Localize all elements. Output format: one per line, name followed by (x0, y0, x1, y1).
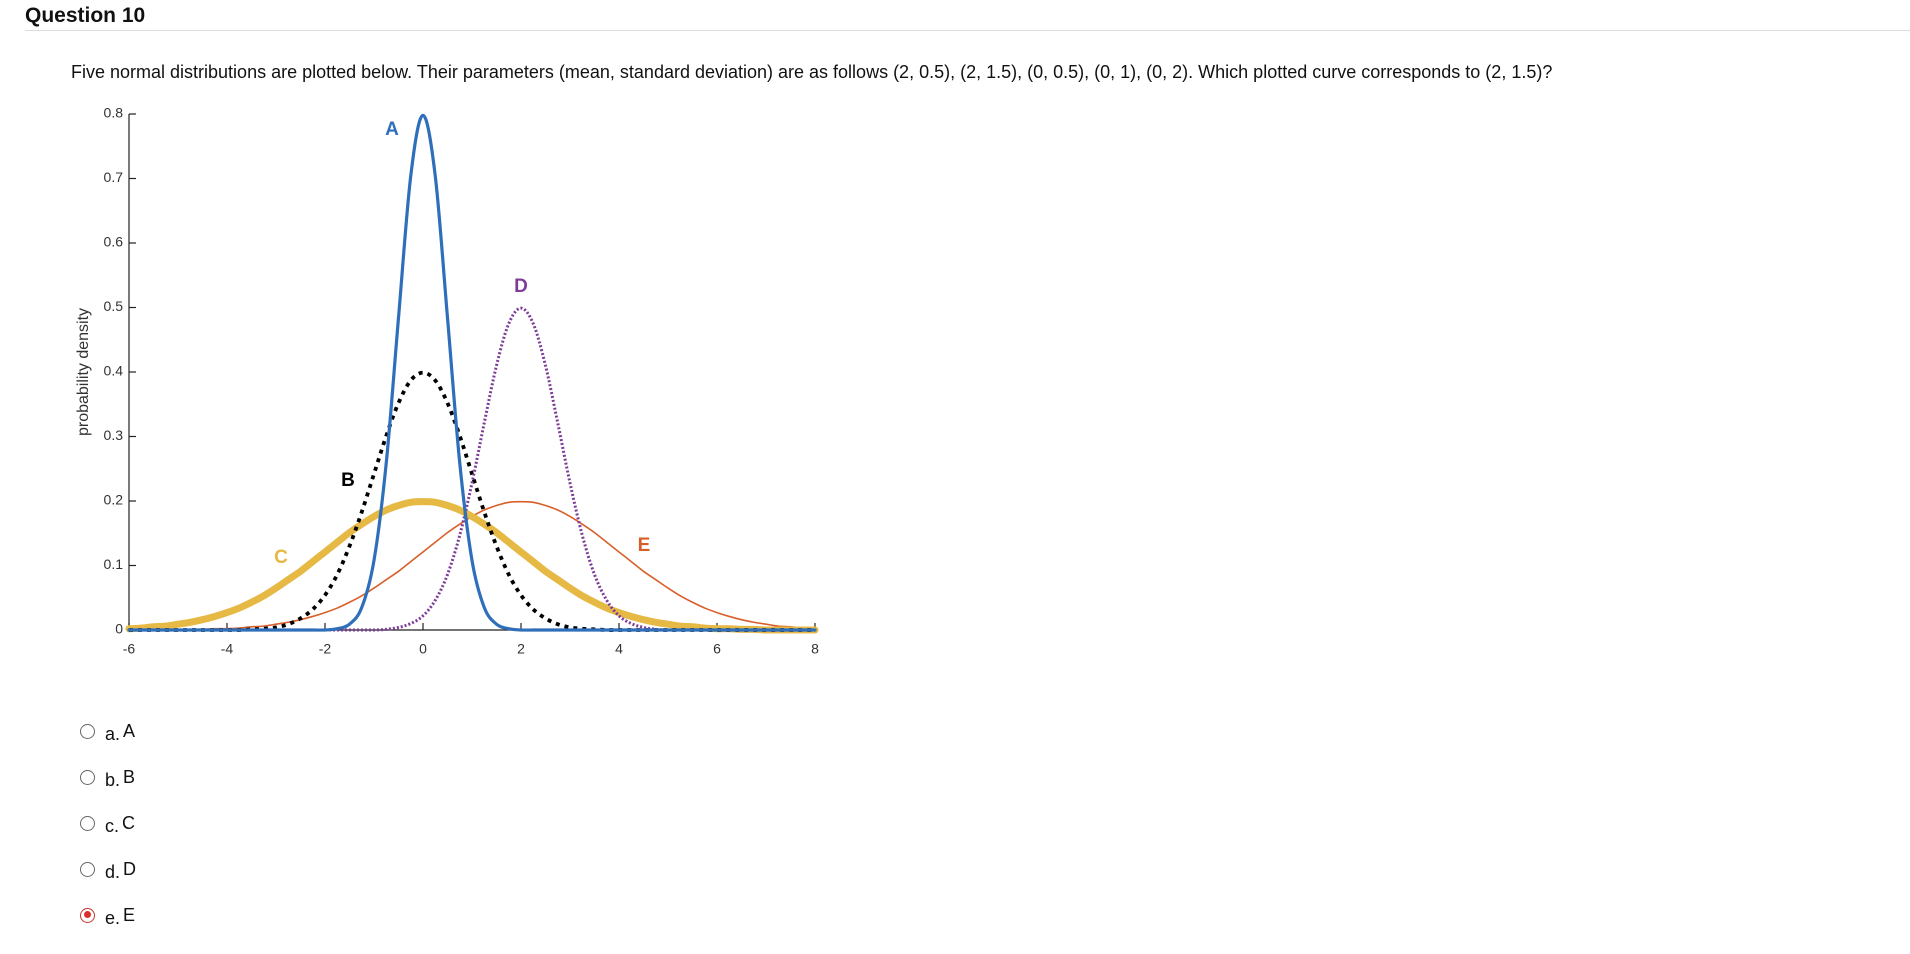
option-letter: c. (105, 815, 120, 836)
x-tick-label: -2 (319, 641, 332, 657)
curve-label: D (514, 276, 528, 297)
curve (128, 306, 815, 632)
x-tick-label: 2 (517, 641, 525, 657)
radio[interactable] (80, 769, 95, 785)
curve (125, 498, 819, 634)
radio[interactable] (80, 723, 95, 739)
radio[interactable] (80, 815, 95, 831)
radio-selected[interactable] (80, 907, 95, 923)
curve-label: E (638, 535, 651, 556)
chart: 0 0.1 0.2 0.3 0.4 0.5 0.6 0.7 0.8 -6 -4 -2 0 2 4 6 8 prob… (75, 105, 819, 657)
radio[interactable] (80, 861, 95, 877)
curve-label: A (385, 119, 399, 140)
answer-option[interactable]: e. E (80, 892, 136, 938)
question-title: Question 10 (25, 4, 146, 27)
option-text: E (123, 904, 136, 925)
option-letter: e. (105, 907, 121, 928)
option-letter: a. (105, 723, 121, 744)
y-tick-label: 0.2 (104, 492, 124, 508)
y-tick-label: 0.5 (104, 298, 124, 314)
y-tick-label: 0.8 (104, 105, 124, 121)
answer-option[interactable]: d. D (80, 846, 136, 892)
curve (127, 113, 817, 632)
y-tick-label: 0.1 (104, 556, 124, 572)
curve-label: C (274, 547, 288, 568)
y-tick-label: 0.7 (104, 169, 124, 185)
curve (128, 370, 815, 632)
x-tick-label: 6 (713, 641, 721, 657)
option-letter: d. (105, 861, 121, 882)
answer-option[interactable]: a. A (80, 708, 136, 754)
answer-option[interactable]: b. B (80, 754, 136, 800)
option-letter: b. (105, 769, 121, 790)
y-axis-label: probability density (75, 308, 92, 436)
curve-label: B (341, 470, 355, 491)
y-tick-label: 0.4 (104, 363, 124, 379)
y-tick-label: 0 (115, 621, 123, 637)
option-text: C (122, 812, 136, 833)
x-tick-label: -6 (123, 641, 136, 657)
x-tick-label: 8 (811, 641, 819, 657)
answer-option[interactable]: c. C (80, 800, 136, 846)
x-tick-label: 4 (615, 641, 623, 657)
x-tick-label: 0 (419, 641, 427, 657)
option-text: B (123, 766, 136, 787)
option-text: D (123, 858, 137, 879)
x-tick-label: -4 (221, 641, 234, 657)
title-rule (25, 30, 1910, 31)
y-tick-label: 0.3 (104, 427, 124, 443)
option-text: A (123, 720, 136, 741)
question-text: Five normal distributions are plotted be… (71, 62, 1553, 82)
y-tick-label: 0.6 (104, 234, 124, 250)
